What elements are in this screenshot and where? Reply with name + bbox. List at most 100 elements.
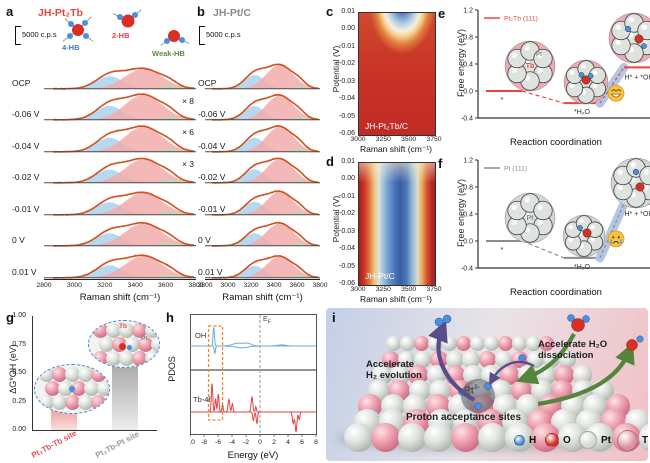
oh-product xyxy=(626,339,638,351)
x-tick: 3750 xyxy=(426,136,442,143)
pdos-trace-up xyxy=(190,383,316,413)
y-tick: 0.50 xyxy=(12,369,26,376)
gaussian-component xyxy=(236,95,320,120)
fit-envelope xyxy=(53,66,195,90)
panel-letter-a: a xyxy=(6,4,14,19)
fit-envelope xyxy=(53,157,195,184)
gaussian-component xyxy=(145,274,194,278)
y-tick: 0.0 xyxy=(463,239,473,246)
spectra-stack-b: OCP -0.06 V -0.04 V -0.02 V -0.01 V 0 V 0.01 V xyxy=(197,58,322,279)
y-tick: -0.01 xyxy=(339,192,355,200)
fit-envelope xyxy=(53,221,195,247)
gaussian-component xyxy=(145,179,194,183)
series-label-oh: OH xyxy=(195,331,206,340)
pt-atom xyxy=(558,350,577,368)
fit-envelope xyxy=(211,124,319,153)
pdos-trace-down xyxy=(190,411,316,433)
fit-envelope xyxy=(211,157,319,184)
y-tick: -0.02 xyxy=(339,60,355,68)
pt-atom xyxy=(386,336,401,351)
gaussian-component xyxy=(236,256,320,278)
potential-label: OCP xyxy=(198,77,217,88)
panel-letter-h: h xyxy=(166,310,174,325)
y-tick: -0.02 xyxy=(339,210,355,218)
fermi-level-label: EF xyxy=(263,316,271,325)
x-tick: 8 xyxy=(314,439,318,446)
panel-letter-i: i xyxy=(332,310,336,325)
pt-atom xyxy=(414,350,432,368)
gaussian-component xyxy=(145,242,194,246)
x-tick: 2800 xyxy=(36,282,52,289)
hydrogen-atom xyxy=(83,33,89,39)
x-tick: 3750 xyxy=(426,286,442,293)
x-tick: 3600 xyxy=(289,282,305,289)
tb-atom xyxy=(451,423,480,452)
hydrogen-atom xyxy=(474,402,482,410)
gaussian-component xyxy=(280,147,318,152)
atom-cluster-inset xyxy=(563,59,609,105)
pt-atom xyxy=(78,367,93,382)
pt-atom xyxy=(462,350,480,368)
spectrum-plot xyxy=(205,189,320,216)
multiplier-label: × 3 xyxy=(181,158,194,169)
potential-label: OCP xyxy=(12,77,31,88)
gaussian-component xyxy=(145,116,194,120)
pt-atom xyxy=(638,423,648,452)
hydrogen-atom xyxy=(164,38,170,44)
scale-bar-label: 5000 c.p.s xyxy=(22,30,57,39)
fit-envelope xyxy=(53,253,195,279)
pt-atom xyxy=(119,323,134,338)
cluster-atom-label: Tb xyxy=(526,63,535,70)
panel-i-mechanism-scheme: i Accelerate H₂ evolution Accelerate H₂O… xyxy=(326,308,648,461)
y-tick: 0.0 xyxy=(463,89,473,96)
pt-atom xyxy=(97,381,109,396)
adsorbate-atom xyxy=(641,43,647,49)
x-axis-label-b: Raman shift (cm⁻¹) xyxy=(222,292,303,303)
panel-c-heatmap-pt2tbc: c Potential (V) JH-Pt₂Tb/C 0.01 0.00 -0.01 -0.… xyxy=(322,2,442,154)
x-tick: 3800 xyxy=(188,282,204,289)
state-label: H* + *OH xyxy=(625,211,650,218)
multiplier-label: × 8 xyxy=(181,95,194,106)
spectrum-plot xyxy=(205,93,320,121)
y-tick: -0.05 xyxy=(339,262,355,270)
potential-label: 0.01 V xyxy=(12,266,37,277)
molecule-label: 2-HB xyxy=(112,31,130,40)
spectra-stack-a: OCP -0.06 V × 8 -0.04 V × 6 -0.02 V × 3 -0.01 V… xyxy=(4,58,196,279)
x-tick: -8 xyxy=(201,439,207,446)
h2-molecule xyxy=(442,314,452,324)
hydrogen-atom xyxy=(67,33,73,39)
y-tick: 0.00 xyxy=(341,175,355,183)
heatmap-plot: JH-Pt₂Tb/C xyxy=(358,12,436,136)
panel-b-title: JH-Pt/C xyxy=(213,7,251,19)
state-label: * xyxy=(501,245,504,254)
tb-atom xyxy=(52,367,67,382)
tb-atom xyxy=(65,395,80,410)
pt-atom xyxy=(78,395,93,410)
molecule-label: Weak-HB xyxy=(152,49,185,58)
y-tick: -0.04 xyxy=(339,245,355,253)
y-tick: 0.4 xyxy=(463,62,473,69)
panel-d-heatmap-ptc: d Potential (V) JH-Pt/C 0.01 0.00 -0.01 -0.02-… xyxy=(322,152,442,304)
gaussian-component xyxy=(145,147,194,152)
x-tick: 3000 xyxy=(66,282,82,289)
panel-f-free-energy-pt: f Free energy (eV) 1.2 0.8 0.4 0.0 -0.4 Pt (111… xyxy=(438,152,650,304)
gaussian-component xyxy=(84,94,196,120)
gaussian-component xyxy=(236,64,320,89)
adsorbate-atom xyxy=(587,73,594,79)
x-tick: -4 xyxy=(229,439,235,446)
oh-release-arrow xyxy=(537,342,635,407)
x-tick: 3800 xyxy=(312,282,328,289)
hydrogen-atom xyxy=(82,20,88,26)
inset-atom-label: Tb xyxy=(119,323,127,330)
gaussian-component xyxy=(280,242,318,246)
legend-label: Pt (111) xyxy=(504,166,527,173)
spectrum-row: -0.04 V × 6 xyxy=(4,121,196,153)
y-tick: 0.25 xyxy=(12,397,26,405)
category-label-tb-site: Pt₂Tb-Tb site xyxy=(30,428,79,460)
pt-atom xyxy=(483,336,499,351)
hydrogen-atom xyxy=(484,382,492,390)
water-molecule xyxy=(567,314,575,322)
gaussian-component xyxy=(84,126,196,152)
state-label: *H₂O xyxy=(574,109,590,116)
